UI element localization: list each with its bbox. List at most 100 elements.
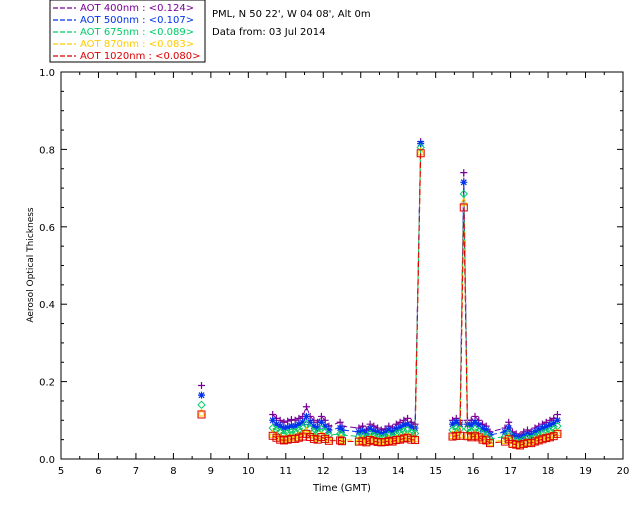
data-point xyxy=(475,421,483,429)
data-point xyxy=(287,422,295,430)
series-2 xyxy=(197,143,562,446)
data-point xyxy=(452,418,460,426)
data-point xyxy=(385,426,393,434)
data-point xyxy=(449,420,457,428)
data-point xyxy=(460,178,468,186)
data-point xyxy=(389,428,397,436)
data-point xyxy=(553,421,562,431)
series-3 xyxy=(197,146,562,449)
data-point xyxy=(485,439,494,448)
x-tick-label: 18 xyxy=(542,466,555,477)
data-point xyxy=(366,425,374,433)
data-point xyxy=(317,418,325,426)
series-line xyxy=(272,143,558,440)
x-tick-label: 9 xyxy=(208,466,214,477)
data-point xyxy=(276,422,284,430)
data-point xyxy=(505,424,513,432)
data-point xyxy=(459,203,468,212)
data-point xyxy=(504,429,513,438)
data-point xyxy=(479,425,486,433)
x-tick-label: 16 xyxy=(467,466,480,477)
y-tick-label: 0.2 xyxy=(39,378,55,389)
data-point xyxy=(198,381,205,389)
series-layer xyxy=(197,138,562,450)
data-point xyxy=(553,429,562,438)
data-point xyxy=(269,416,277,424)
x-tick-label: 17 xyxy=(504,466,517,477)
legend-label: AOT 1020nm : <0.080> xyxy=(80,51,200,62)
data-point xyxy=(359,427,367,435)
data-point xyxy=(197,400,206,410)
series-1 xyxy=(198,140,561,442)
y-axis-label: Aerosol Optical Thickness xyxy=(26,207,36,323)
y-tick-label: 0.4 xyxy=(39,300,55,311)
x-tick-label: 5 xyxy=(58,466,64,477)
data-point xyxy=(355,428,363,436)
data-point xyxy=(272,420,280,428)
data-point xyxy=(467,421,475,429)
data-point xyxy=(306,418,314,426)
x-tick-label: 20 xyxy=(617,466,630,477)
data-point xyxy=(291,422,299,430)
data-point xyxy=(338,426,346,434)
x-tick-label: 12 xyxy=(317,466,330,477)
series-4 xyxy=(197,149,562,450)
data-point xyxy=(325,426,333,434)
data-point xyxy=(416,149,425,158)
data-point xyxy=(302,403,310,411)
series-line xyxy=(272,141,558,437)
data-point xyxy=(396,423,404,431)
data-point xyxy=(542,423,550,431)
data-point xyxy=(338,437,346,446)
data-point xyxy=(482,426,490,434)
x-tick-label: 19 xyxy=(579,466,592,477)
data-point xyxy=(280,424,288,432)
x-tick-label: 11 xyxy=(279,466,292,477)
x-tick-label: 7 xyxy=(133,466,139,477)
data-point xyxy=(381,429,389,437)
series-0 xyxy=(198,138,561,440)
data-point xyxy=(197,407,206,417)
y-tick-label: 0.0 xyxy=(39,455,55,466)
data-point xyxy=(400,421,408,429)
x-tick-label: 8 xyxy=(170,466,176,477)
data-point xyxy=(299,418,307,426)
data-point xyxy=(523,430,531,438)
data-point xyxy=(324,436,333,445)
data-point xyxy=(321,422,329,430)
data-point xyxy=(403,425,412,435)
data-point xyxy=(198,391,205,399)
data-point xyxy=(550,419,558,427)
data-point xyxy=(459,197,469,206)
x-tick-label: 14 xyxy=(392,466,405,477)
y-tick-label: 0.8 xyxy=(39,145,55,156)
data-point xyxy=(370,427,378,435)
data-point xyxy=(310,422,318,430)
data-point xyxy=(197,410,206,419)
legend-label: AOT 400nm : <0.124> xyxy=(80,3,194,14)
x-tick-label: 13 xyxy=(354,466,367,477)
legend-label: AOT 500nm : <0.107> xyxy=(80,15,194,26)
data-point xyxy=(460,169,468,177)
data-point xyxy=(501,428,509,436)
series-line xyxy=(272,147,558,443)
x-tick-label: 15 xyxy=(429,466,442,477)
data-point xyxy=(535,426,543,434)
x-axis: 5 6 7 8 9 10 11 12 13 14 15 16 17 18 19 20 xyxy=(58,72,630,477)
date-label: Data from: 03 Jul 2014 xyxy=(212,27,325,38)
data-point xyxy=(553,416,561,424)
data-point xyxy=(411,436,420,445)
x-axis-label: Time (GMT) xyxy=(312,483,371,494)
data-point xyxy=(336,436,345,445)
site-label: PML, N 50 22', W 04 08', Alt 0m xyxy=(212,9,371,20)
data-point xyxy=(538,424,546,432)
legend: AOT 400nm : <0.124>AOT 500nm : <0.107> AO… xyxy=(49,0,206,63)
data-point xyxy=(287,416,295,424)
data-point xyxy=(392,425,400,433)
legend-box xyxy=(49,0,206,63)
data-point xyxy=(268,423,277,433)
data-point xyxy=(284,417,292,425)
data-point xyxy=(404,420,412,428)
data-point xyxy=(374,428,382,436)
data-point xyxy=(295,420,303,428)
